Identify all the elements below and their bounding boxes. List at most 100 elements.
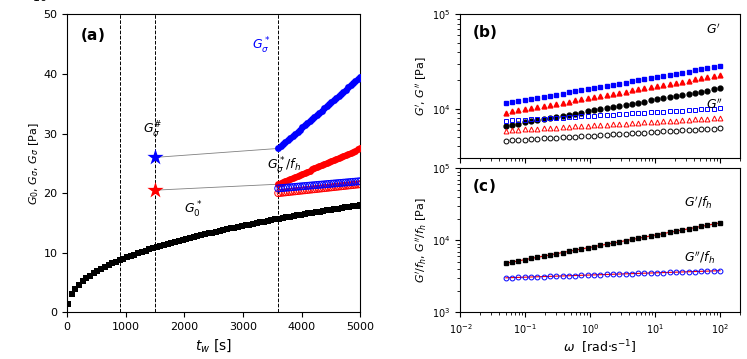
Point	[287, 133, 299, 139]
Point	[335, 154, 347, 160]
Point	[335, 183, 347, 189]
Point	[147, 246, 159, 251]
Point	[282, 189, 294, 195]
Point	[306, 116, 318, 122]
Point	[285, 135, 297, 141]
Point	[301, 120, 313, 126]
Point	[279, 139, 291, 145]
Point	[247, 221, 259, 227]
X-axis label: $t_w$ [s]: $t_w$ [s]	[195, 337, 232, 354]
Point	[354, 74, 366, 80]
Point	[326, 181, 338, 187]
Point	[170, 239, 182, 245]
Point	[303, 168, 315, 173]
Point	[291, 129, 303, 135]
Point	[284, 214, 296, 220]
Point	[323, 181, 335, 187]
Point	[291, 184, 303, 190]
Point	[265, 217, 277, 223]
Point	[313, 110, 325, 116]
Point	[316, 108, 328, 113]
Point	[279, 190, 291, 195]
Point	[309, 182, 320, 188]
Point	[289, 188, 301, 194]
Point	[330, 181, 342, 186]
Point	[255, 219, 267, 225]
Point	[291, 173, 303, 179]
Point	[323, 101, 335, 107]
Point	[339, 205, 351, 210]
Point	[330, 95, 342, 101]
Text: $G''$: $G''$	[706, 98, 723, 112]
Point	[195, 232, 207, 238]
Point	[342, 151, 354, 157]
Point	[287, 175, 299, 181]
Point	[330, 156, 342, 162]
Point	[277, 179, 289, 185]
Point	[297, 183, 309, 189]
Point	[184, 235, 196, 241]
Point	[320, 181, 332, 187]
Point	[321, 208, 333, 213]
Point	[326, 99, 338, 105]
Point	[311, 112, 323, 118]
Point	[128, 252, 140, 257]
Point	[332, 184, 344, 190]
Point	[149, 154, 161, 160]
Point	[191, 233, 203, 239]
Point	[187, 234, 199, 240]
Point	[291, 213, 303, 218]
Point	[287, 184, 299, 190]
Point	[287, 189, 299, 195]
Point	[326, 158, 338, 164]
Point	[125, 253, 137, 259]
Point	[350, 203, 362, 209]
Point	[251, 220, 263, 226]
Point	[342, 183, 354, 188]
Point	[299, 170, 311, 176]
Point	[306, 183, 318, 188]
Point	[320, 185, 332, 191]
Point	[301, 183, 313, 189]
Point	[318, 185, 330, 191]
Point	[151, 244, 163, 250]
Point	[258, 219, 270, 224]
Point	[294, 188, 306, 194]
Point	[306, 210, 318, 216]
Point	[77, 278, 89, 284]
Text: $\cdot10^3$: $\cdot10^3$	[29, 0, 53, 5]
Point	[323, 159, 335, 165]
Text: $\bf{(a)}$: $\bf{(a)}$	[81, 26, 105, 44]
Point	[303, 211, 314, 216]
Point	[289, 174, 301, 180]
Point	[225, 225, 237, 231]
Y-axis label: $G'/f_h$, $G''/f_h$ [Pa]: $G'/f_h$, $G''/f_h$ [Pa]	[415, 197, 430, 283]
Point	[69, 286, 81, 292]
Point	[285, 189, 297, 195]
Point	[318, 106, 330, 111]
Point	[221, 226, 233, 232]
Point	[328, 184, 340, 190]
Point	[294, 127, 306, 132]
Point	[301, 187, 313, 193]
Point	[289, 184, 301, 190]
Point	[275, 190, 287, 196]
Point	[91, 268, 103, 274]
Point	[275, 185, 287, 191]
Y-axis label: $G'$, $G''$ [Pa]: $G'$, $G''$ [Pa]	[415, 56, 430, 116]
Point	[117, 256, 129, 262]
Point	[309, 165, 320, 171]
Point	[229, 225, 241, 230]
Point	[294, 183, 306, 189]
Point	[299, 187, 311, 193]
Point	[180, 236, 192, 242]
Point	[310, 209, 322, 215]
Point	[210, 229, 222, 234]
Point	[332, 206, 344, 211]
Point	[244, 222, 255, 227]
Point	[352, 178, 364, 184]
Point	[102, 262, 114, 268]
Point	[338, 89, 350, 94]
Point	[335, 180, 347, 186]
Point	[313, 186, 325, 192]
